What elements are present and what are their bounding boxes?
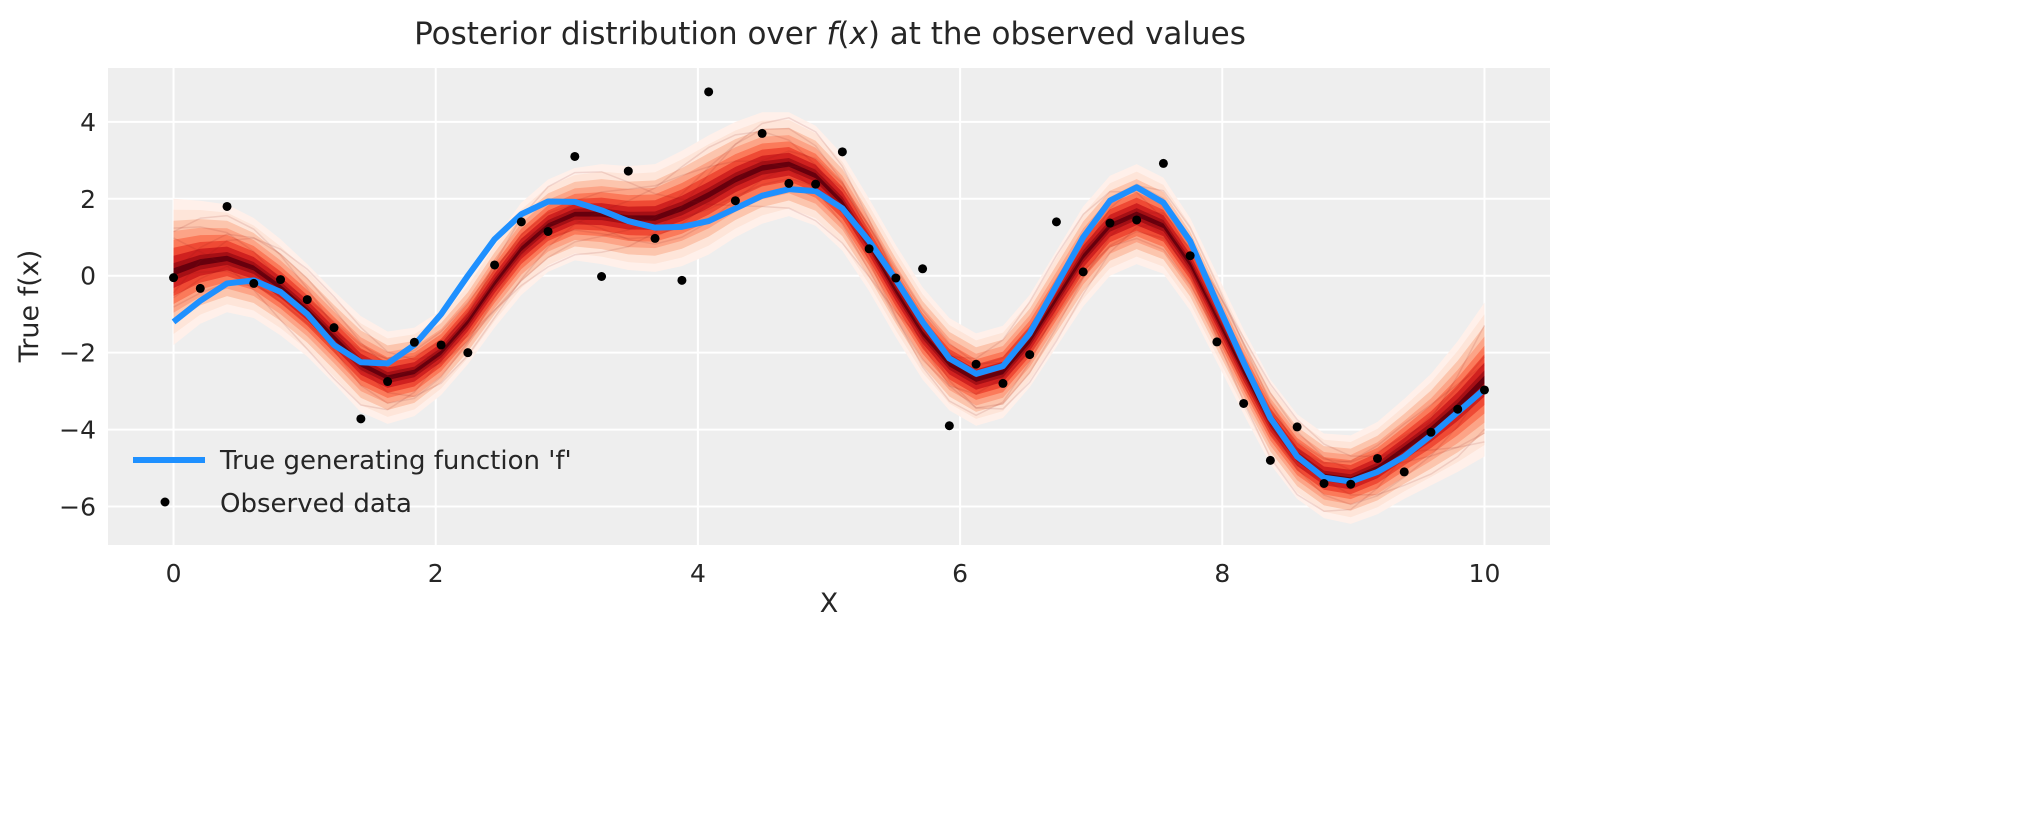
observed-point <box>169 273 179 283</box>
observed-point <box>436 340 446 350</box>
observed-point <box>597 271 607 281</box>
x-tick-label: 10 <box>1469 559 1501 588</box>
legend-swatch-observed <box>160 497 170 507</box>
posterior-band <box>173 147 1485 495</box>
legend: True generating function 'f' Observed da… <box>133 446 572 519</box>
observed-point <box>1158 158 1168 168</box>
observed-point <box>650 233 660 243</box>
observed-point <box>329 323 339 333</box>
y-tick-label: 2 <box>80 185 96 214</box>
posterior-sample-line <box>173 160 1486 506</box>
observed-point <box>222 201 232 211</box>
y-tick-label: 4 <box>80 108 96 137</box>
observed-point <box>1185 251 1195 261</box>
observed-point <box>1078 267 1088 277</box>
observed-point <box>1239 398 1249 408</box>
x-tick-label: 8 <box>1214 559 1230 588</box>
y-tick-label: −2 <box>59 339 96 368</box>
observed-point <box>1212 337 1222 347</box>
observed-point <box>784 178 794 188</box>
posterior-sample-line <box>173 171 1486 513</box>
observed-point <box>1292 422 1302 432</box>
observed-point <box>1346 479 1356 489</box>
y-tick-label: −4 <box>59 416 96 445</box>
observed-point <box>1372 453 1382 463</box>
observed-point <box>677 275 687 285</box>
observed-point <box>757 128 767 138</box>
observed-point <box>1399 467 1409 477</box>
observed-point <box>570 151 580 161</box>
chart-title: Posterior distribution over f(x) at the … <box>414 16 1246 52</box>
observed-point <box>1105 218 1115 228</box>
observed-point <box>811 179 821 189</box>
observed-point <box>383 377 393 387</box>
observed-point <box>704 87 714 97</box>
observed-point <box>1025 350 1035 360</box>
y-tick-label: −6 <box>59 493 96 522</box>
observed-point <box>1051 217 1061 227</box>
observed-point <box>195 283 205 293</box>
x-tick-label: 6 <box>952 559 968 588</box>
observed-point <box>249 278 259 288</box>
observed-point <box>463 348 473 358</box>
observed-point <box>543 226 553 236</box>
posterior-sample-line <box>173 130 1485 496</box>
observed-point <box>971 359 981 369</box>
observed-point <box>837 147 847 157</box>
series-lines <box>171 184 1487 485</box>
true-f-line <box>171 184 1487 485</box>
legend-label-true-f: True generating function 'f' <box>219 446 572 476</box>
observed-point <box>864 244 874 254</box>
observed-point <box>302 295 312 305</box>
legend-label-observed: Observed data <box>220 489 412 519</box>
observed-point <box>1426 427 1436 437</box>
observed-point <box>276 275 286 285</box>
y-axis-label: True f(x) <box>14 250 45 363</box>
x-axis-label: X <box>820 588 839 619</box>
tick-labels: 0 2 4 6 8 10 4 2 0 −2 −4 −6 <box>59 108 1500 588</box>
y-tick-label: 0 <box>80 262 96 291</box>
x-tick-label: 4 <box>690 559 706 588</box>
observed-point <box>998 378 1008 388</box>
posterior-sample-line <box>173 127 1485 471</box>
x-tick-label: 0 <box>166 559 182 588</box>
observed-point <box>516 217 526 227</box>
observed-point <box>1319 478 1329 488</box>
posterior-sample-line <box>172 117 1485 458</box>
observed-point <box>918 264 928 274</box>
observed-point <box>1132 215 1142 225</box>
observed-point <box>1265 455 1275 465</box>
observed-point <box>623 166 633 176</box>
observed-points <box>169 87 1489 489</box>
observed-point <box>409 337 419 347</box>
observed-point <box>356 414 366 424</box>
observed-point <box>730 196 740 206</box>
observed-point <box>1479 385 1489 395</box>
x-tick-label: 2 <box>428 559 444 588</box>
observed-point <box>1453 404 1463 414</box>
observed-point <box>944 421 954 431</box>
observed-point <box>490 260 500 270</box>
observed-point <box>891 273 901 283</box>
